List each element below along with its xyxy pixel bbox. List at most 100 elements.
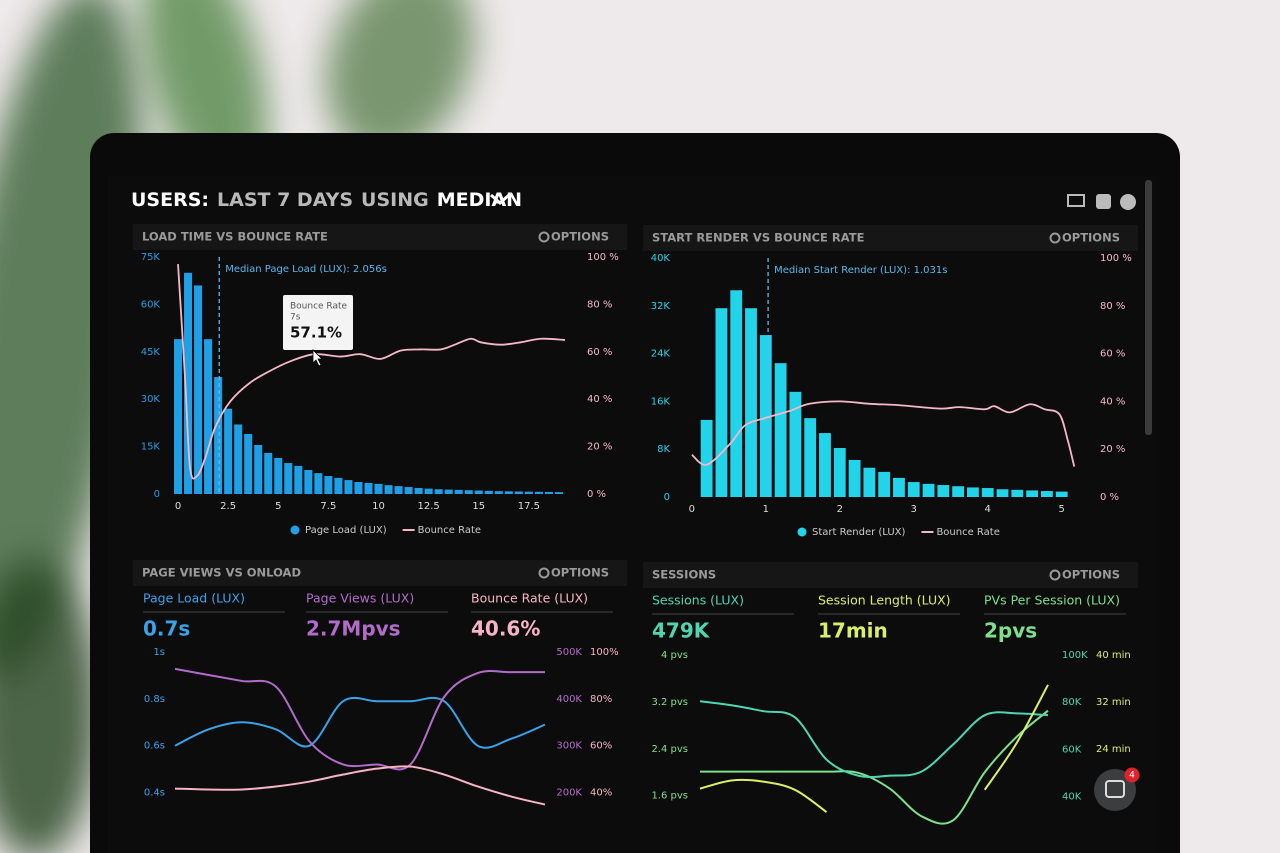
x-tick-label: 10 bbox=[372, 501, 385, 512]
panel-header bbox=[133, 224, 627, 250]
options-icon bbox=[538, 231, 550, 243]
histogram-bar bbox=[364, 482, 373, 494]
y3-tick-label: 32 min bbox=[1096, 697, 1131, 708]
kpi-value: 2.7Mpvs bbox=[306, 617, 401, 641]
y2-tick-label: 80K bbox=[1062, 697, 1082, 708]
series-line bbox=[691, 400, 1076, 467]
options-button[interactable]: OPTIONS bbox=[1062, 568, 1120, 582]
x-tick-label: 7.5 bbox=[320, 501, 336, 512]
histogram-bar bbox=[494, 491, 503, 494]
series-line bbox=[699, 778, 828, 813]
y3-tick-label: 40% bbox=[590, 788, 612, 799]
median-label: Median Page Load (LUX): 2.056s bbox=[225, 264, 387, 275]
help-icon[interactable] bbox=[1120, 194, 1136, 210]
y3-tick-label: 40 min bbox=[1096, 650, 1131, 661]
series-line bbox=[174, 696, 546, 749]
series-line bbox=[700, 709, 1049, 825]
histogram-bar bbox=[759, 335, 772, 497]
x-tick-label: 0 bbox=[175, 501, 181, 512]
kpi-value: 17min bbox=[818, 619, 888, 643]
legend-label: Bounce Rate bbox=[418, 525, 481, 536]
kpi-value: 2pvs bbox=[984, 619, 1037, 643]
tooltip bbox=[283, 295, 353, 350]
y-tick-label: 1s bbox=[153, 647, 165, 658]
histogram-bar bbox=[996, 489, 1009, 497]
panel-header bbox=[643, 562, 1138, 588]
histogram-bar bbox=[804, 418, 817, 497]
y2-tick-label: 60K bbox=[1062, 744, 1082, 755]
panel-title: PAGE VIEWS VS ONLOAD bbox=[142, 566, 301, 580]
screen bbox=[108, 176, 1158, 853]
dashboard-title: USERS: LAST 7 DAYS USING MEDIAN bbox=[131, 189, 522, 211]
series-line bbox=[699, 700, 1049, 779]
y2-tick-label: 60 % bbox=[1100, 349, 1125, 360]
y-tick-label: 1.6 pvs bbox=[651, 791, 688, 802]
histogram-bar bbox=[244, 433, 253, 494]
histogram-bar bbox=[981, 488, 994, 497]
histogram-bar bbox=[464, 490, 473, 494]
tooltip-value: 57.1% bbox=[290, 324, 342, 342]
dropdown-arrow[interactable] bbox=[490, 193, 510, 206]
histogram-bar bbox=[204, 339, 213, 494]
options-button[interactable]: OPTIONS bbox=[1062, 231, 1120, 245]
chat-icon bbox=[1105, 780, 1125, 798]
y2-tick-label: 40K bbox=[1062, 792, 1082, 803]
y-tick-label: 16K bbox=[651, 396, 671, 407]
histogram-bar bbox=[848, 459, 861, 497]
histogram-bar bbox=[254, 445, 263, 494]
histogram-bar bbox=[354, 481, 363, 494]
histogram-bar bbox=[374, 483, 383, 494]
panel-title: START RENDER VS BOUNCE RATE bbox=[652, 231, 865, 245]
histogram-bar bbox=[194, 285, 203, 494]
y3-tick-label: 100% bbox=[590, 647, 619, 658]
histogram-bar bbox=[1026, 490, 1039, 497]
title-part: LAST 7 DAYS bbox=[217, 189, 353, 211]
histogram-bar bbox=[304, 469, 313, 494]
y2-tick-label: 300K bbox=[556, 741, 582, 752]
x-tick-label: 15 bbox=[472, 501, 485, 512]
median-label: Median Start Render (LUX): 1.031s bbox=[774, 265, 947, 276]
histogram-bar bbox=[554, 492, 563, 494]
y2-tick-label: 20 % bbox=[1100, 444, 1125, 455]
y-tick-label: 0.6s bbox=[144, 741, 165, 752]
scrollbar[interactable] bbox=[1145, 180, 1152, 435]
y2-tick-label: 0 % bbox=[587, 489, 606, 500]
y2-tick-label: 100K bbox=[1062, 650, 1088, 661]
histogram-bar bbox=[324, 475, 333, 494]
x-tick-label: 2.5 bbox=[220, 501, 236, 512]
histogram-bar bbox=[224, 408, 233, 494]
histogram-bar bbox=[394, 486, 403, 494]
y2-tick-label: 100 % bbox=[1100, 253, 1132, 264]
panel-title: LOAD TIME VS BOUNCE RATE bbox=[142, 230, 328, 244]
histogram-bar bbox=[404, 487, 413, 494]
histogram-bar bbox=[967, 487, 979, 497]
histogram-bar bbox=[424, 488, 433, 494]
options-button[interactable]: OPTIONS bbox=[551, 230, 609, 244]
monitor-icon[interactable] bbox=[1067, 194, 1085, 207]
cursor bbox=[312, 349, 323, 367]
x-tick-label: 17.5 bbox=[518, 501, 540, 512]
histogram-bar bbox=[878, 471, 891, 497]
options-button[interactable]: OPTIONS bbox=[551, 566, 609, 580]
histogram-bar bbox=[1011, 489, 1024, 497]
histogram-bar bbox=[937, 485, 950, 497]
histogram-bar bbox=[384, 485, 393, 494]
histogram-bar bbox=[474, 490, 483, 494]
kpi-value: 479K bbox=[652, 619, 711, 643]
y-tick-label: 0.8s bbox=[144, 694, 165, 705]
histogram-bar bbox=[414, 487, 423, 494]
series-line bbox=[174, 765, 546, 806]
y2-tick-label: 500K bbox=[556, 647, 582, 658]
kpi-label: Session Length (LUX) bbox=[818, 593, 951, 608]
panel-header bbox=[133, 560, 627, 586]
chat-button[interactable] bbox=[1094, 769, 1136, 811]
x-tick-label: 2 bbox=[837, 504, 843, 515]
chat-badge bbox=[1124, 767, 1140, 783]
y2-tick-label: 100 % bbox=[587, 252, 619, 263]
histogram-bar bbox=[819, 433, 831, 497]
x-tick-label: 12.5 bbox=[418, 501, 440, 512]
histogram-bar bbox=[444, 489, 453, 494]
share-icon[interactable] bbox=[1096, 194, 1111, 209]
